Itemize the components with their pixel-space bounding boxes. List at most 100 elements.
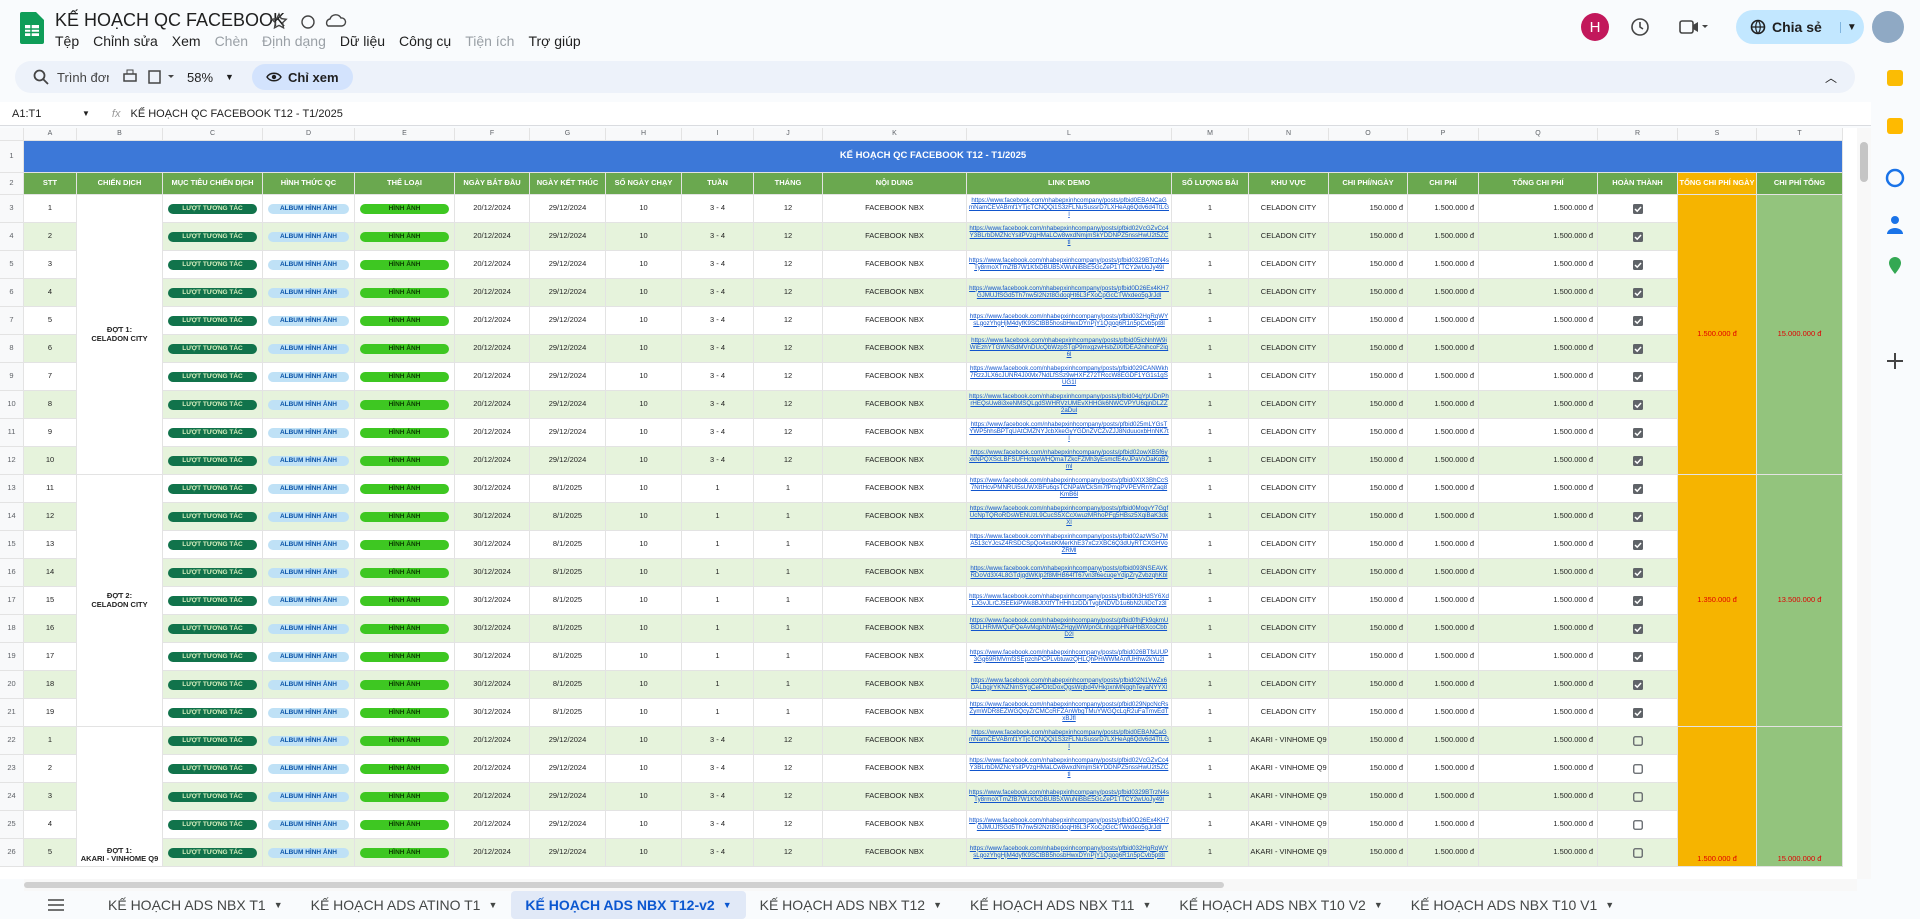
demo-link[interactable]: https://www.facebook.com/nhabepxinhcompa… bbox=[967, 450, 1171, 470]
menu-item[interactable]: Tệp bbox=[55, 33, 79, 49]
demo-link[interactable]: https://www.facebook.com/nhabepxinhcompa… bbox=[967, 730, 1171, 750]
checkbox[interactable] bbox=[1633, 204, 1643, 214]
menu-item[interactable]: Công cụ bbox=[399, 33, 451, 49]
demo-link[interactable]: https://www.facebook.com/nhabepxinhcompa… bbox=[967, 506, 1171, 526]
tab-label[interactable]: KẾ HOẠCH ADS NBX T1 bbox=[108, 897, 266, 913]
tab-label[interactable]: KẾ HOẠCH ADS ATINO T1 bbox=[311, 897, 481, 913]
sheets-logo[interactable] bbox=[20, 12, 44, 44]
checkbox[interactable] bbox=[1633, 624, 1643, 634]
demo-link[interactable]: https://www.facebook.com/nhabepxinhcompa… bbox=[967, 818, 1171, 832]
checkbox[interactable] bbox=[1633, 316, 1643, 326]
tab-arrow[interactable]: ▼ bbox=[1142, 900, 1151, 910]
demo-link[interactable]: https://www.facebook.com/nhabepxinhcompa… bbox=[967, 758, 1171, 778]
checkbox[interactable] bbox=[1633, 512, 1643, 522]
tab-label[interactable]: KẾ HOẠCH ADS NBX T12-v2 bbox=[525, 897, 714, 913]
menu-item[interactable]: Chỉnh sửa bbox=[93, 33, 158, 49]
form-chip: ALBUM HÌNH ẢNH bbox=[268, 680, 350, 690]
demo-link[interactable]: https://www.facebook.com/nhabepxinhcompa… bbox=[967, 846, 1171, 860]
checkbox[interactable] bbox=[1633, 400, 1643, 410]
tab-arrow[interactable]: ▼ bbox=[274, 900, 283, 910]
view-only-mode[interactable]: Chỉ xem bbox=[288, 70, 339, 85]
checkbox[interactable] bbox=[1633, 596, 1643, 606]
tab-arrow[interactable]: ▼ bbox=[723, 900, 732, 910]
demo-link[interactable]: https://www.facebook.com/nhabepxinhcompa… bbox=[967, 198, 1171, 218]
checkbox[interactable] bbox=[1633, 708, 1643, 718]
checkbox[interactable] bbox=[1633, 792, 1643, 802]
checkbox[interactable] bbox=[1633, 652, 1643, 662]
share-button[interactable]: Chia sẻ▼ bbox=[1736, 10, 1864, 44]
header-icons[interactable] bbox=[1628, 15, 1708, 39]
tab-arrow[interactable]: ▼ bbox=[933, 900, 942, 910]
all-sheets-button[interactable] bbox=[48, 899, 64, 911]
menu-item[interactable]: Xem bbox=[172, 33, 201, 49]
tab-label[interactable]: KẾ HOẠCH ADS NBX T11 bbox=[970, 897, 1134, 913]
demo-link[interactable]: https://www.facebook.com/nhabepxinhcompa… bbox=[967, 422, 1171, 442]
cell-total: 1.500.000 đ bbox=[1479, 335, 1598, 363]
checkbox[interactable] bbox=[1633, 344, 1643, 354]
title-icons[interactable] bbox=[270, 12, 350, 32]
account-avatar[interactable] bbox=[1872, 11, 1904, 43]
menu-item[interactable]: Định dạng bbox=[262, 33, 326, 49]
sheet-tab[interactable]: KẾ HOẠCH ADS NBX T11 ▼ bbox=[956, 891, 1165, 919]
vertical-scrollbar[interactable] bbox=[1857, 128, 1871, 879]
checkbox[interactable] bbox=[1633, 288, 1643, 298]
user-avatar[interactable]: H bbox=[1581, 13, 1609, 41]
checkbox[interactable] bbox=[1633, 764, 1643, 774]
demo-link[interactable]: https://www.facebook.com/nhabepxinhcompa… bbox=[967, 394, 1171, 414]
checkbox[interactable] bbox=[1633, 540, 1643, 550]
sheet-tab[interactable]: KẾ HOẠCH ADS NBX T10 V1 ▼ bbox=[1397, 891, 1628, 919]
checkbox[interactable] bbox=[1633, 428, 1643, 438]
checkbox[interactable] bbox=[1633, 848, 1643, 858]
demo-link[interactable]: https://www.facebook.com/nhabepxinhcompa… bbox=[967, 338, 1171, 358]
tab-arrow[interactable]: ▼ bbox=[1374, 900, 1383, 910]
demo-link[interactable]: https://www.facebook.com/nhabepxinhcompa… bbox=[967, 534, 1171, 554]
name-box[interactable]: A1:T1 bbox=[12, 108, 82, 120]
demo-link[interactable]: https://www.facebook.com/nhabepxinhcompa… bbox=[967, 258, 1171, 272]
checkbox[interactable] bbox=[1633, 820, 1643, 830]
demo-link[interactable]: https://www.facebook.com/nhabepxinhcompa… bbox=[967, 566, 1171, 580]
menu-item[interactable]: Trợ giúp bbox=[528, 33, 580, 49]
checkbox[interactable] bbox=[1633, 372, 1643, 382]
tab-label[interactable]: KẾ HOẠCH ADS NBX T10 V2 bbox=[1179, 897, 1365, 913]
sheet-tab[interactable]: KẾ HOẠCH ADS ATINO T1 ▼ bbox=[297, 891, 512, 919]
demo-link[interactable]: https://www.facebook.com/nhabepxinhcompa… bbox=[967, 314, 1171, 328]
demo-link[interactable]: https://www.facebook.com/nhabepxinhcompa… bbox=[967, 702, 1171, 722]
checkbox[interactable] bbox=[1633, 568, 1643, 578]
checkbox[interactable] bbox=[1633, 680, 1643, 690]
horizontal-scrollbar[interactable] bbox=[24, 879, 1857, 891]
demo-link[interactable]: https://www.facebook.com/nhabepxinhcompa… bbox=[967, 678, 1171, 692]
menu-item[interactable]: Chèn bbox=[215, 33, 248, 49]
search-menus[interactable]: Trình đơn bbox=[57, 70, 109, 85]
checkbox[interactable] bbox=[1633, 736, 1643, 746]
tab-label[interactable]: KẾ HOẠCH ADS NBX T10 V1 bbox=[1411, 897, 1597, 913]
sheet-tab[interactable]: KẾ HOẠCH ADS NBX T1 ▼ bbox=[94, 891, 297, 919]
checkbox[interactable] bbox=[1633, 456, 1643, 466]
print-format-icons[interactable] bbox=[121, 69, 181, 85]
demo-link[interactable]: https://www.facebook.com/nhabepxinhcompa… bbox=[967, 790, 1171, 804]
menu-item[interactable]: Tiện ích bbox=[465, 33, 514, 49]
tab-arrow[interactable]: ▼ bbox=[488, 900, 497, 910]
tab-arrow[interactable]: ▼ bbox=[1605, 900, 1614, 910]
column-header: LINK DEMO bbox=[967, 173, 1172, 195]
sheet-tab[interactable]: KẾ HOẠCH ADS NBX T12 ▼ bbox=[746, 891, 956, 919]
cell-stt: 12 bbox=[24, 503, 77, 531]
share-label[interactable]: Chia sẻ bbox=[1772, 19, 1822, 35]
menu-item[interactable]: Dữ liệu bbox=[340, 33, 385, 49]
demo-link[interactable]: https://www.facebook.com/nhabepxinhcompa… bbox=[967, 366, 1171, 386]
checkbox[interactable] bbox=[1633, 260, 1643, 270]
zoom-level[interactable]: 58% bbox=[187, 70, 213, 85]
demo-link[interactable]: https://www.facebook.com/nhabepxinhcompa… bbox=[967, 226, 1171, 246]
demo-link[interactable]: https://www.facebook.com/nhabepxinhcompa… bbox=[967, 478, 1171, 498]
checkbox[interactable] bbox=[1633, 232, 1643, 242]
tab-label[interactable]: KẾ HOẠCH ADS NBX T12 bbox=[760, 897, 925, 913]
demo-link[interactable]: https://www.facebook.com/nhabepxinhcompa… bbox=[967, 286, 1171, 300]
sheet-tab[interactable]: KẾ HOẠCH ADS NBX T10 V2 ▼ bbox=[1165, 891, 1396, 919]
side-panel-icons[interactable] bbox=[1871, 60, 1920, 380]
cell-days: 10 bbox=[606, 475, 682, 503]
checkbox[interactable] bbox=[1633, 484, 1643, 494]
demo-link[interactable]: https://www.facebook.com/nhabepxinhcompa… bbox=[967, 594, 1171, 608]
doc-title[interactable]: KẾ HOẠCH QC FACEBOOK bbox=[55, 10, 285, 31]
sheet-tab[interactable]: KẾ HOẠCH ADS NBX T12-v2 ▼ bbox=[511, 891, 745, 919]
demo-link[interactable]: https://www.facebook.com/nhabepxinhcompa… bbox=[967, 618, 1171, 638]
demo-link[interactable]: https://www.facebook.com/nhabepxinhcompa… bbox=[967, 650, 1171, 664]
